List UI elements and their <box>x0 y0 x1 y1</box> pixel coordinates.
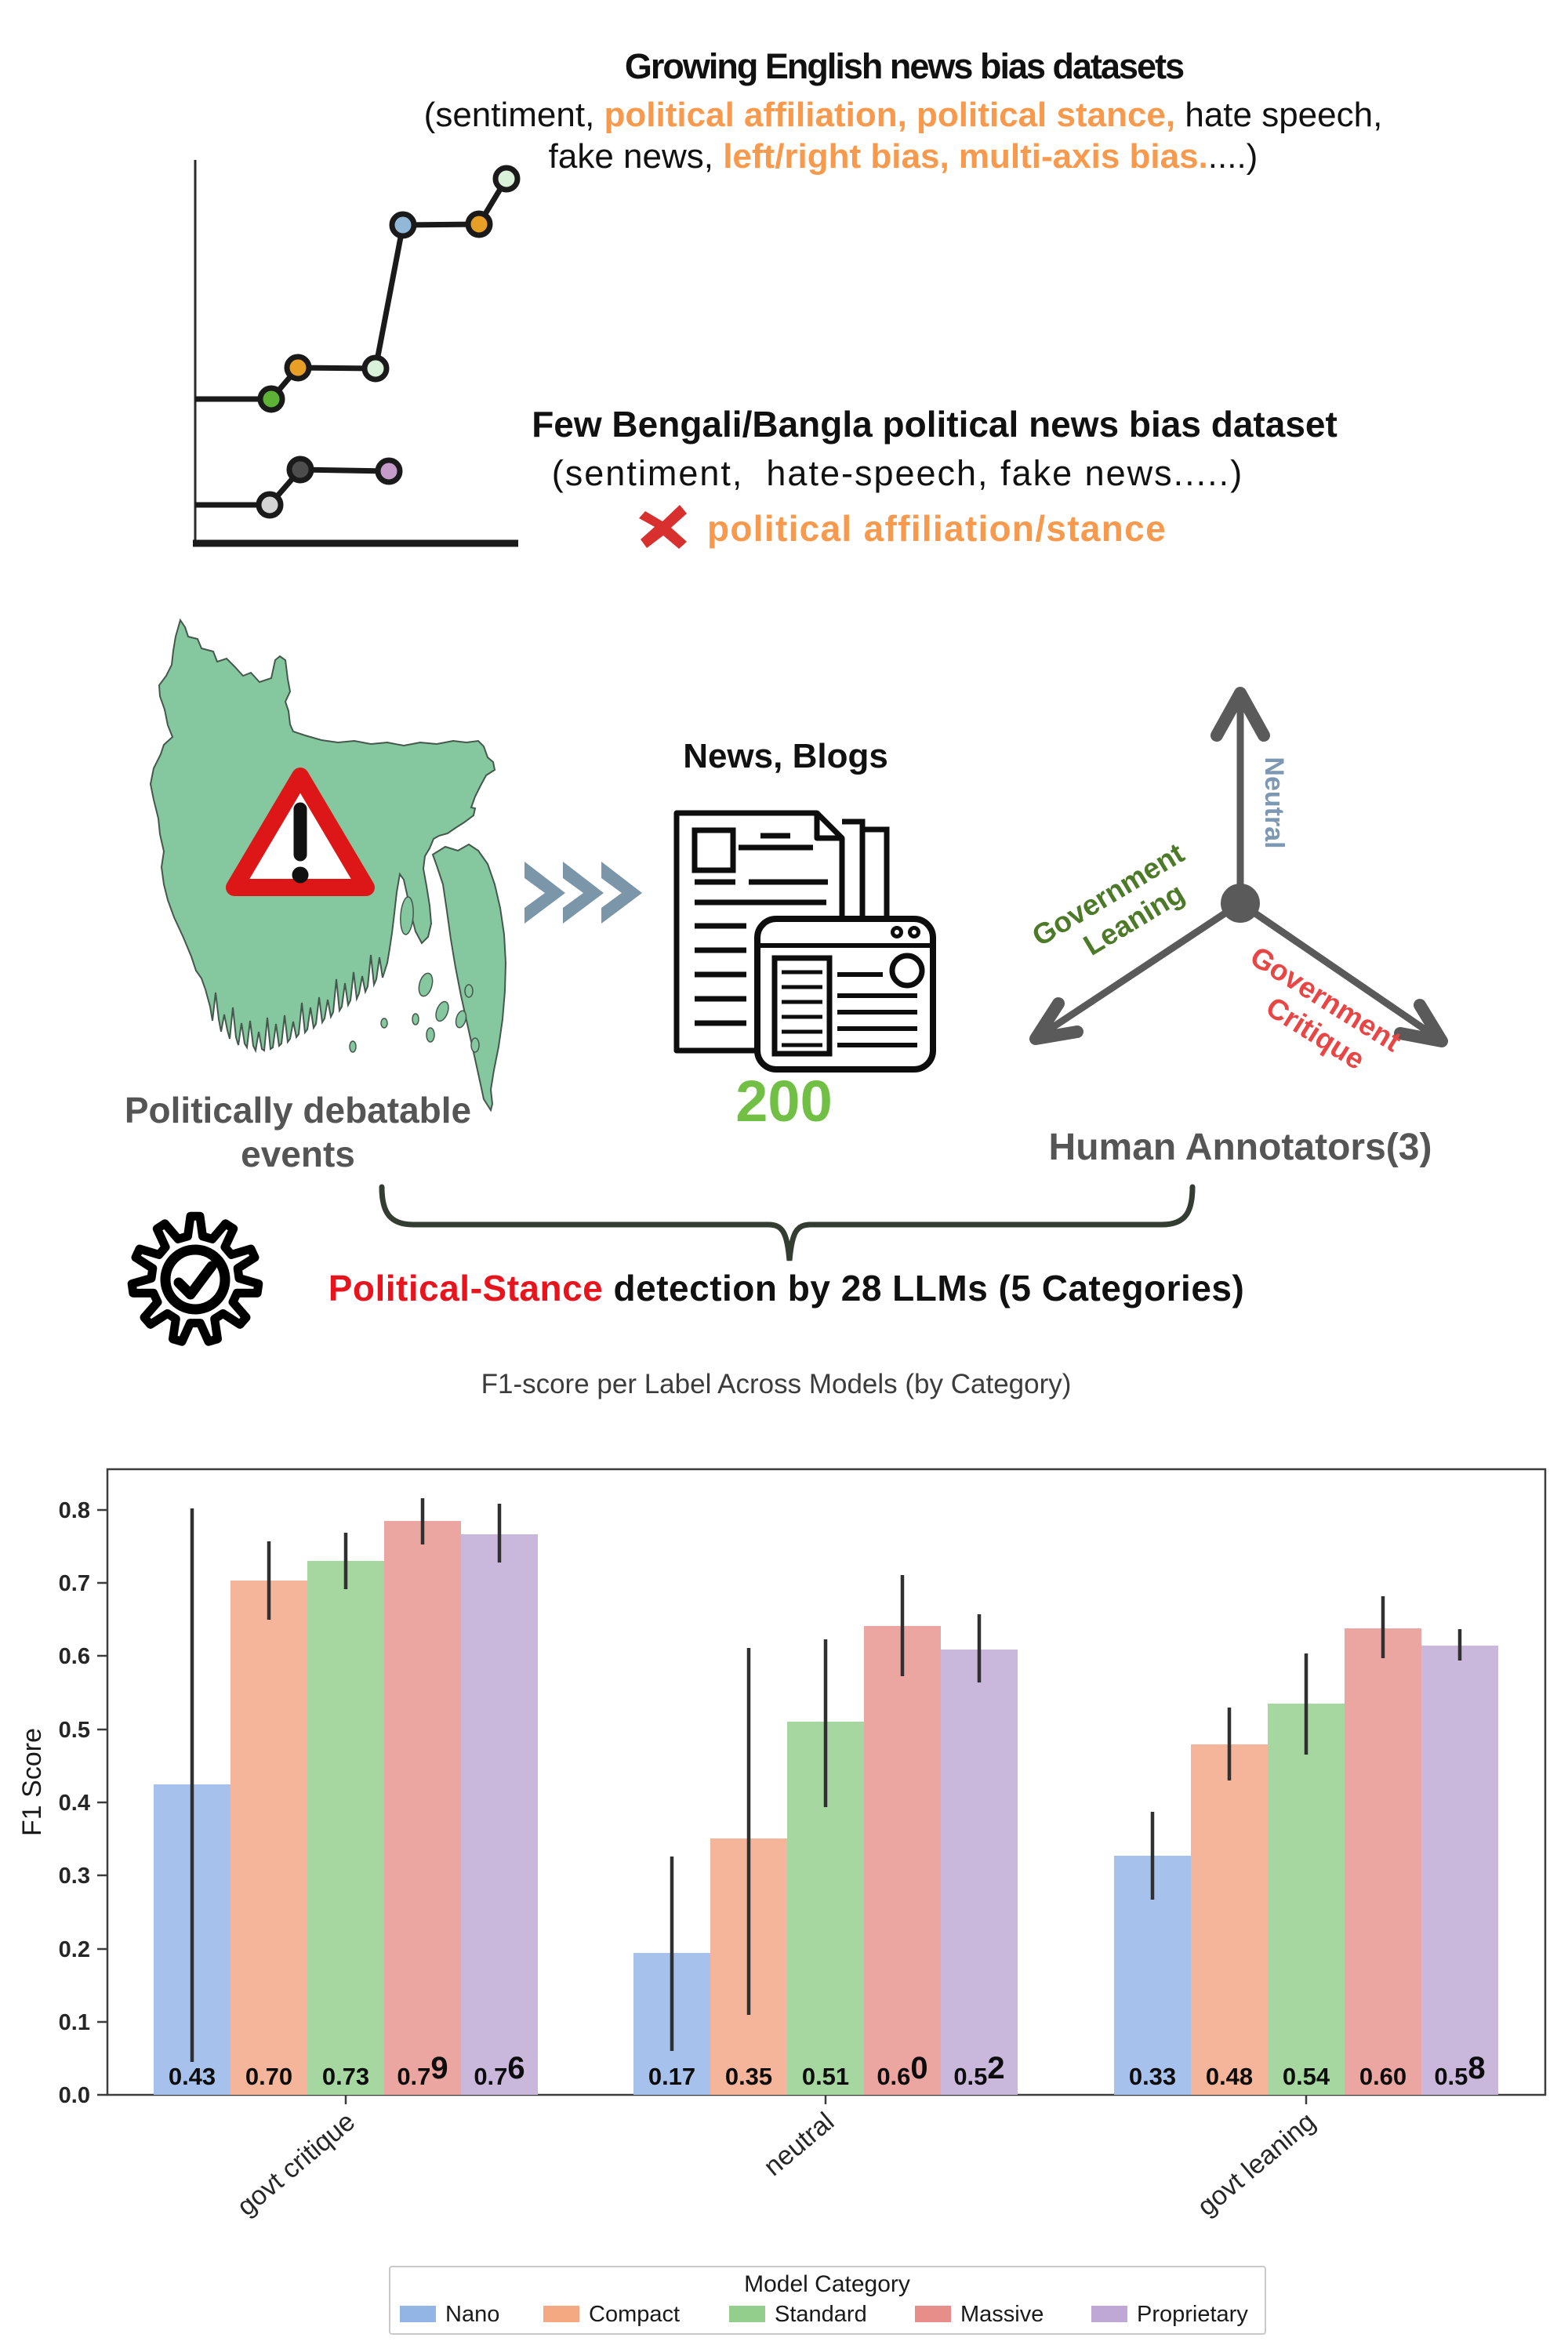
svg-text:Standard: Standard <box>775 2302 867 2327</box>
svg-text:0.48: 0.48 <box>1206 2063 1253 2090</box>
svg-text:0.70: 0.70 <box>245 2063 292 2090</box>
svg-text:F1 Score: F1 Score <box>17 1728 47 1836</box>
svg-text:0.3: 0.3 <box>59 1864 90 1889</box>
svg-text:Proprietary: Proprietary <box>1137 2302 1248 2327</box>
svg-text:0.60: 0.60 <box>1359 2063 1406 2090</box>
svg-text:0.6: 0.6 <box>59 1644 90 1669</box>
svg-text:0.4: 0.4 <box>59 1791 90 1816</box>
svg-text:0.17: 0.17 <box>648 2063 695 2090</box>
svg-text:0.33: 0.33 <box>1129 2063 1176 2090</box>
svg-text:0.7: 0.7 <box>59 1571 90 1596</box>
svg-text:GovernmentLeaning: GovernmentLeaning <box>1026 837 1207 982</box>
svg-text:Model Category: Model Category <box>744 2271 910 2297</box>
svg-text:neutral: neutral <box>758 2107 840 2182</box>
svg-text:Nano: Nano <box>445 2302 499 2327</box>
svg-text:0.73: 0.73 <box>322 2063 369 2090</box>
svg-text:govt leaning: govt leaning <box>1192 2107 1321 2222</box>
svg-text:0.0: 0.0 <box>59 2083 90 2108</box>
svg-text:0.35: 0.35 <box>725 2063 772 2090</box>
svg-text:0.54: 0.54 <box>1283 2063 1330 2090</box>
svg-text:0.2: 0.2 <box>59 1937 90 1962</box>
svg-text:0.8: 0.8 <box>59 1498 90 1523</box>
svg-text:0.43: 0.43 <box>169 2063 216 2090</box>
svg-text:Neutral: Neutral <box>1259 757 1289 848</box>
svg-text:0.5: 0.5 <box>59 1718 90 1743</box>
svg-text:Compact: Compact <box>589 2302 680 2327</box>
svg-text:govt critique: govt critique <box>231 2107 361 2222</box>
svg-text:0.1: 0.1 <box>59 2010 90 2035</box>
svg-text:GovernmentCritique: GovernmentCritique <box>1226 940 1406 1087</box>
svg-text:0.51: 0.51 <box>802 2063 849 2090</box>
svg-text:Massive: Massive <box>960 2302 1044 2327</box>
